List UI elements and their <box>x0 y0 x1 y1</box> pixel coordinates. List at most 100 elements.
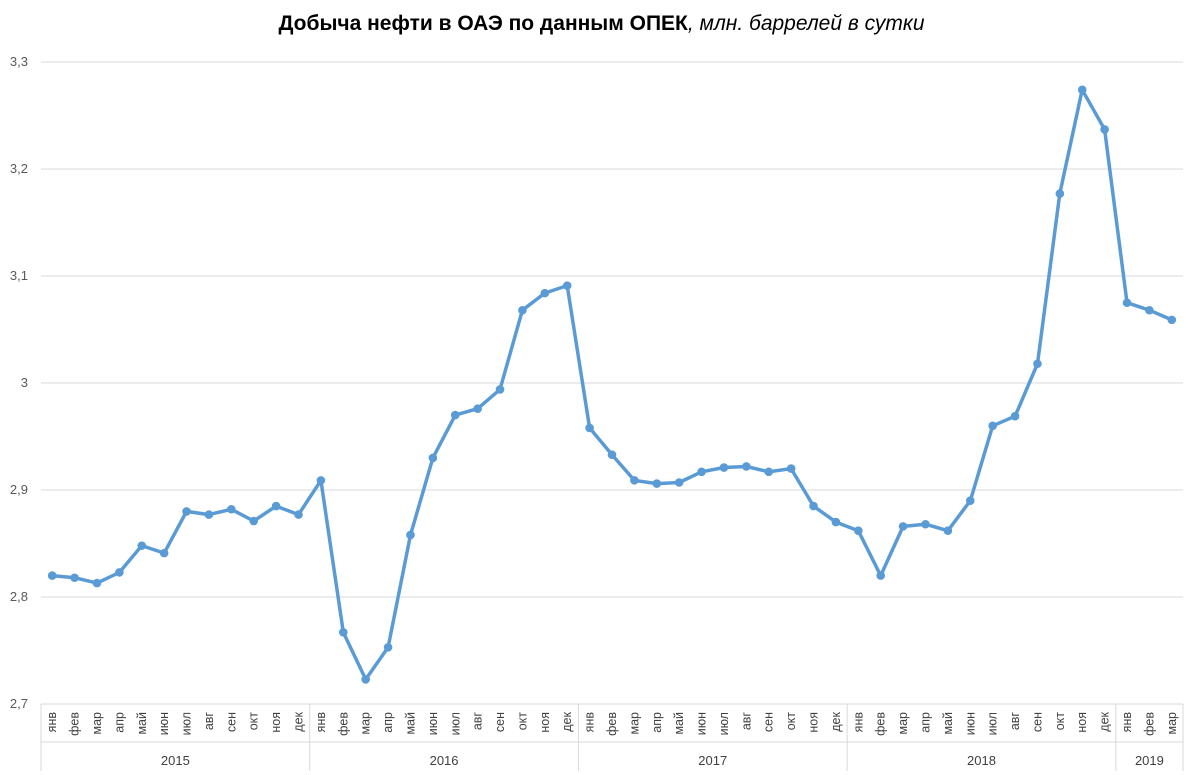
x-tick-label: май <box>403 712 417 735</box>
x-tick-label: май <box>672 712 686 735</box>
data-point <box>361 675 370 684</box>
data-point <box>854 526 863 535</box>
x-tick-label: окт <box>1053 712 1067 731</box>
data-point <box>159 548 169 558</box>
x-tick-label: июл <box>986 712 1000 735</box>
data-point <box>204 510 214 519</box>
x-tick-label: фев <box>336 712 350 736</box>
x-tick-label: сен <box>1030 712 1044 732</box>
x-tick-label: дек <box>1098 711 1112 731</box>
x-tick-label: июн <box>426 712 440 735</box>
data-point <box>898 522 908 531</box>
data-point <box>943 526 953 535</box>
data-point <box>92 578 102 588</box>
data-point <box>1100 125 1109 134</box>
data-point <box>719 463 729 472</box>
chart-title-main: Добыча нефти в ОАЭ по данным ОПЕК <box>278 12 688 35</box>
x-tick-label: июн <box>695 712 709 735</box>
x-tick-label: дек <box>829 711 843 731</box>
data-point <box>182 507 191 516</box>
data-point <box>562 281 572 290</box>
data-point <box>473 404 482 413</box>
x-tick-label: окт <box>247 712 261 731</box>
x-tick-label: апр <box>381 712 395 733</box>
x-tick-label: окт <box>784 712 798 731</box>
chart-title-unit: , млн. баррелей в сутки <box>687 12 925 35</box>
data-point <box>697 467 706 477</box>
data-point <box>965 496 975 506</box>
x-tick-label: май <box>135 712 149 735</box>
x-tick-label: ноя <box>269 712 283 733</box>
data-point <box>294 510 303 519</box>
year-label: 2016 <box>430 753 459 768</box>
data-point <box>607 450 617 459</box>
data-point <box>1010 411 1020 421</box>
data-point <box>921 519 930 529</box>
x-tick-label: апр <box>650 712 664 733</box>
x-tick-label: май <box>941 712 955 735</box>
x-tick-label: авг <box>739 712 753 731</box>
data-point <box>630 476 639 485</box>
y-tick-label: 3,3 <box>10 54 28 69</box>
data-point <box>137 541 147 550</box>
data-point <box>47 571 57 580</box>
year-label: 2017 <box>698 753 727 768</box>
data-point <box>764 467 774 477</box>
y-tick-label: 3 <box>21 375 28 390</box>
data-point <box>1077 85 1087 95</box>
x-tick-label: мар <box>359 712 373 735</box>
data-point <box>383 642 393 652</box>
data-point <box>115 568 124 577</box>
x-tick-label: фев <box>605 712 619 736</box>
series-line <box>50 88 1174 682</box>
x-tick-label: авг <box>1008 712 1022 731</box>
x-tick-label: дек <box>560 711 574 731</box>
x-tick-label: апр <box>112 712 126 733</box>
data-point <box>809 501 818 511</box>
data-point <box>540 288 550 298</box>
x-tick-label: июл <box>448 712 462 735</box>
data-point <box>428 453 438 463</box>
data-point <box>338 628 348 637</box>
data-point <box>786 464 796 473</box>
x-tick-label: мар <box>627 712 641 735</box>
x-tick-label: июл <box>717 712 731 735</box>
data-point <box>674 478 684 487</box>
x-tick-label: ноя <box>538 712 552 733</box>
data-point <box>495 385 505 394</box>
data-point <box>1145 305 1154 315</box>
x-tick-label: ноя <box>1075 712 1089 733</box>
x-tick-label: сен <box>224 712 238 732</box>
x-tick-label: янв <box>1120 712 1134 733</box>
chart-title: Добыча нефти в ОАЭ по данным ОПЕК, млн. … <box>0 12 1203 36</box>
x-tick-label: июн <box>157 712 171 735</box>
y-tick-label: 2,8 <box>10 589 28 604</box>
x-tick-label: июл <box>180 712 194 735</box>
year-label: 2019 <box>1135 753 1164 768</box>
y-tick-label: 2,7 <box>10 696 28 711</box>
data-point <box>249 516 259 526</box>
data-point <box>1122 298 1132 308</box>
x-tick-label: янв <box>45 712 59 733</box>
x-tick-label: фев <box>68 712 82 736</box>
data-point <box>227 504 236 514</box>
x-tick-label: июн <box>963 712 977 735</box>
data-point <box>831 517 841 527</box>
x-tick-label: янв <box>314 712 328 733</box>
x-tick-label: мар <box>90 712 104 735</box>
data-point <box>1055 189 1065 198</box>
x-tick-label: янв <box>583 712 597 733</box>
x-tick-label: авг <box>202 712 216 731</box>
data-point <box>271 501 281 511</box>
x-tick-label: окт <box>515 712 529 731</box>
data-point <box>742 462 751 471</box>
data-point <box>316 476 326 485</box>
data-point <box>70 573 79 583</box>
y-tick-label: 3,1 <box>10 268 28 283</box>
data-point <box>876 571 886 580</box>
x-tick-label: дек <box>292 711 306 731</box>
x-tick-label: мар <box>1165 712 1179 735</box>
x-tick-label: янв <box>851 712 865 733</box>
